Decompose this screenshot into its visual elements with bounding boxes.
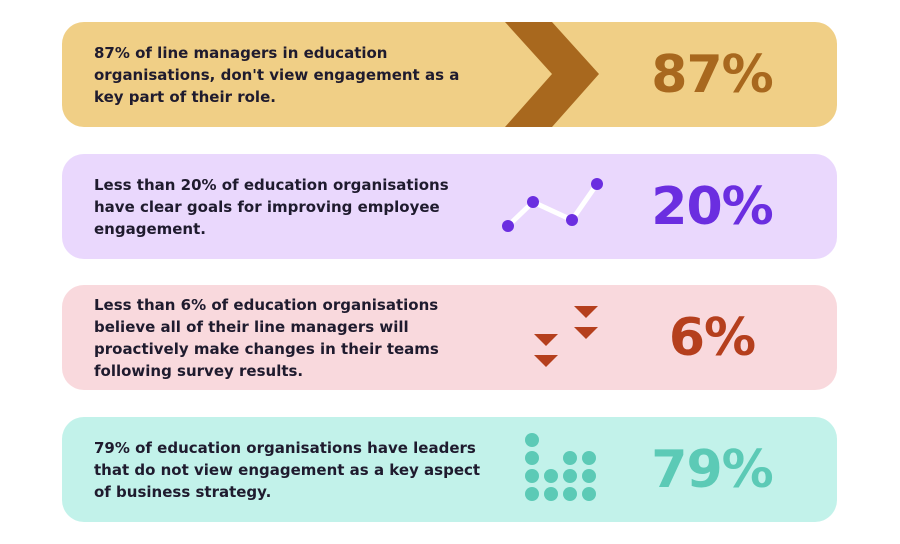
stat-value: 20% bbox=[651, 176, 773, 237]
stat-card-business-strategy: 79% of education organisations have lead… bbox=[62, 417, 837, 522]
down-arrows-icon bbox=[534, 306, 598, 367]
stat-card-proactive-changes: Less than 6% of education organisations … bbox=[62, 285, 837, 390]
stat-card-line-managers: 87% of line managers in education organi… bbox=[62, 22, 837, 127]
stat-value: 79% bbox=[651, 439, 773, 500]
stat-value: 87% bbox=[651, 44, 773, 105]
dot-grid-icon bbox=[525, 433, 596, 501]
stat-description: Less than 6% of education organisations … bbox=[94, 295, 439, 380]
stat-value: 6% bbox=[668, 307, 756, 368]
line-graph-icon bbox=[502, 178, 603, 232]
stat-description: 79% of education organisations have lead… bbox=[94, 438, 481, 501]
chevron-right-icon bbox=[505, 22, 599, 127]
stat-description: 87% of line managers in education organi… bbox=[94, 43, 460, 106]
stat-description: Less than 20% of education organisations… bbox=[94, 175, 449, 238]
stat-card-clear-goals: Less than 20% of education organisations… bbox=[62, 154, 837, 259]
